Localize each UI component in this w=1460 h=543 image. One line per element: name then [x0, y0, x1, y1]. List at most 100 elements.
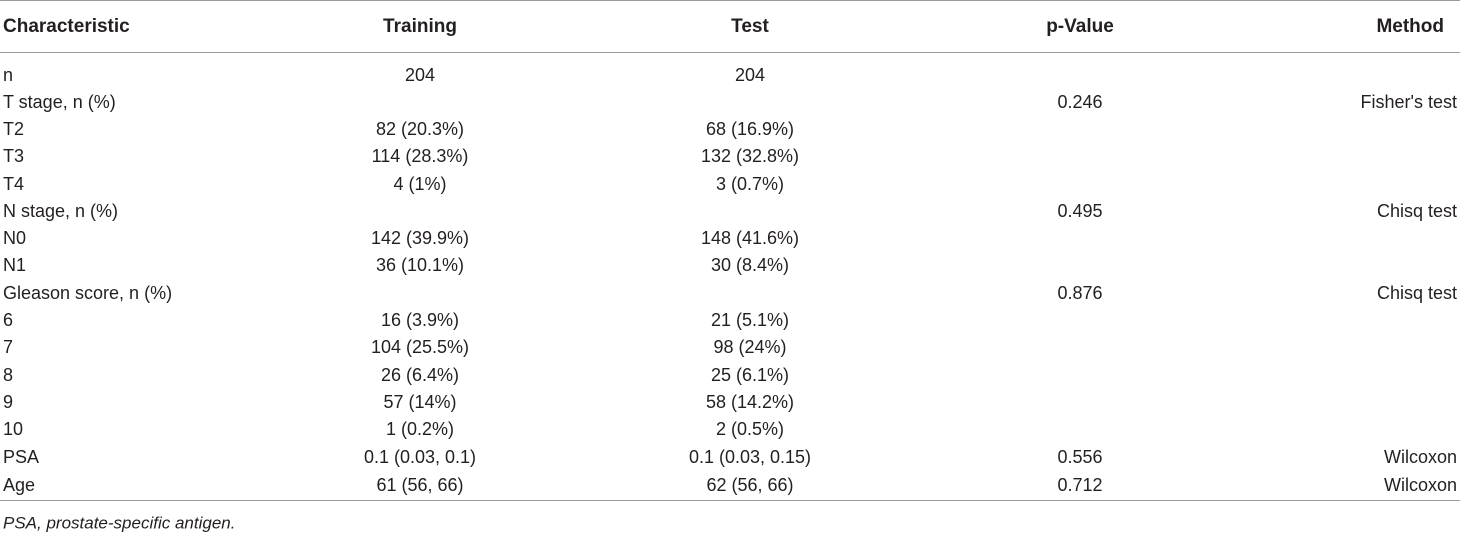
table-row: 8 26 (6.4%) 25 (6.1%) — [0, 361, 1460, 388]
cell-test: 25 (6.1%) — [710, 364, 790, 385]
cell-training: 57 (14%) — [383, 391, 457, 412]
cell-training: 1 (0.2%) — [385, 419, 455, 440]
cell-method — [1200, 389, 1460, 416]
cell-characteristic: N stage, n (%) — [3, 200, 119, 221]
cell-test: 132 (32.8%) — [700, 146, 800, 167]
header-test: Test — [540, 0, 960, 53]
cell-test: 68 (16.9%) — [705, 118, 795, 139]
characteristics-table: Characteristic Training Test p-Value Met… — [0, 0, 1460, 502]
table-row: N stage, n (%) 0.495 Chisq test — [0, 198, 1460, 225]
cell-p-value — [960, 307, 1200, 334]
cell-training: 26 (6.4%) — [380, 364, 460, 385]
cell-p-value — [960, 143, 1200, 170]
cell-characteristic: 7 — [3, 337, 14, 358]
cell-characteristic: T3 — [3, 146, 25, 167]
cell-training: 61 (56, 66) — [300, 470, 540, 502]
cell-p-value — [960, 225, 1200, 252]
cell-test: 58 (14.2%) — [705, 391, 795, 412]
cell-method — [1200, 361, 1460, 388]
cell-p-value: 0.712 — [960, 470, 1200, 502]
table-row: T3 114 (28.3%) 132 (32.8%) — [0, 143, 1460, 170]
cell-p-value — [960, 116, 1200, 143]
cell-characteristic: PSA — [3, 446, 40, 467]
cell-characteristic: 6 — [3, 310, 14, 331]
cell-method: Wilcoxon — [1383, 446, 1457, 467]
cell-test: 2 (0.5%) — [715, 419, 785, 440]
cell-p-value: 0.556 — [1057, 446, 1103, 467]
cell-test: 3 (0.7%) — [715, 173, 785, 194]
cell-method — [1200, 53, 1460, 89]
table-row: 9 57 (14%) 58 (14.2%) — [0, 389, 1460, 416]
cell-test: 204 — [734, 65, 766, 86]
header-characteristic: Characteristic — [0, 0, 300, 53]
cell-training: 114 (28.3%) — [371, 146, 469, 167]
cell-method — [1200, 307, 1460, 334]
cell-p-value — [960, 334, 1200, 361]
cell-p-value — [960, 361, 1200, 388]
table-row: T4 4 (1%) 3 (0.7%) — [0, 170, 1460, 197]
cell-characteristic: Gleason score, n (%) — [3, 282, 173, 303]
data-table-container: Characteristic Training Test p-Value Met… — [0, 0, 1460, 502]
cell-method — [1200, 225, 1460, 252]
cell-p-value: 0.876 — [1057, 282, 1103, 303]
table-row: N0 142 (39.9%) 148 (41.6%) — [0, 225, 1460, 252]
cell-training — [300, 198, 540, 225]
cell-characteristic: T2 — [3, 118, 25, 139]
cell-p-value — [960, 170, 1200, 197]
cell-characteristic: N1 — [3, 255, 27, 276]
header-training: Training — [300, 0, 540, 53]
table-row: n 204 204 — [0, 53, 1460, 89]
header-p-value: p-Value — [960, 0, 1200, 53]
cell-test — [540, 198, 960, 225]
cell-p-value — [960, 252, 1200, 279]
cell-method — [1200, 334, 1460, 361]
cell-training: 104 (25.5%) — [370, 337, 470, 358]
cell-test: 21 (5.1%) — [710, 310, 790, 331]
table-row: 7 104 (25.5%) 98 (24%) — [0, 334, 1460, 361]
cell-method — [1200, 170, 1460, 197]
cell-method — [1200, 252, 1460, 279]
cell-method: Wilcoxon — [1200, 470, 1460, 502]
cell-test: 148 (41.6%) — [700, 228, 800, 249]
cell-characteristic: 9 — [3, 391, 14, 412]
cell-characteristic: T stage, n (%) — [3, 91, 116, 112]
table-row: T2 82 (20.3%) 68 (16.9%) — [0, 116, 1460, 143]
cell-training — [300, 89, 540, 116]
cell-training — [300, 280, 540, 307]
cell-test: 30 (8.4%) — [710, 255, 790, 276]
table-row: N1 36 (10.1%) 30 (8.4%) — [0, 252, 1460, 279]
cell-characteristic: n — [3, 65, 14, 86]
table-row: PSA 0.1 (0.03, 0.1) 0.1 (0.03, 0.15) 0.556 W… — [0, 443, 1460, 470]
cell-test — [540, 89, 960, 116]
table-row: 6 16 (3.9%) 21 (5.1%) — [0, 307, 1460, 334]
cell-method — [1200, 143, 1460, 170]
table-row: Age 61 (56, 66) 62 (56, 66) 0.712 Wilcoxon — [0, 470, 1460, 502]
cell-characteristic: 8 — [3, 364, 14, 385]
cell-p-value — [960, 389, 1200, 416]
cell-method: Chisq test — [1376, 200, 1457, 221]
cell-characteristic: T4 — [3, 173, 25, 194]
cell-method: Chisq test — [1376, 282, 1457, 303]
cell-test — [540, 280, 960, 307]
cell-method — [1200, 116, 1460, 143]
cell-training: 204 — [404, 65, 436, 86]
cell-p-value — [960, 53, 1200, 89]
table-row: Gleason score, n (%) 0.876 Chisq test — [0, 280, 1460, 307]
table-body: n 204 204 T stage, n (%) 0.246 Fisher's test T… — [0, 53, 1460, 502]
cell-test: 98 (24%) — [713, 337, 787, 358]
cell-method: Fisher's test — [1360, 91, 1457, 112]
cell-p-value: 0.246 — [1057, 91, 1103, 112]
table-row: 10 1 (0.2%) 2 (0.5%) — [0, 416, 1460, 443]
cell-training: 0.1 (0.03, 0.1) — [363, 446, 477, 467]
table-header-row: Characteristic Training Test p-Value Met… — [0, 0, 1460, 53]
cell-test: 0.1 (0.03, 0.15) — [688, 446, 812, 467]
cell-training: 16 (3.9%) — [380, 310, 460, 331]
cell-training: 82 (20.3%) — [375, 118, 465, 139]
cell-p-value — [960, 416, 1200, 443]
cell-characteristic: 10 — [3, 419, 24, 440]
cell-training: 4 (1%) — [393, 173, 447, 194]
cell-training: 36 (10.1%) — [375, 255, 465, 276]
cell-characteristic: N0 — [3, 228, 27, 249]
cell-training: 142 (39.9%) — [370, 228, 470, 249]
cell-characteristic: Age — [0, 470, 300, 502]
